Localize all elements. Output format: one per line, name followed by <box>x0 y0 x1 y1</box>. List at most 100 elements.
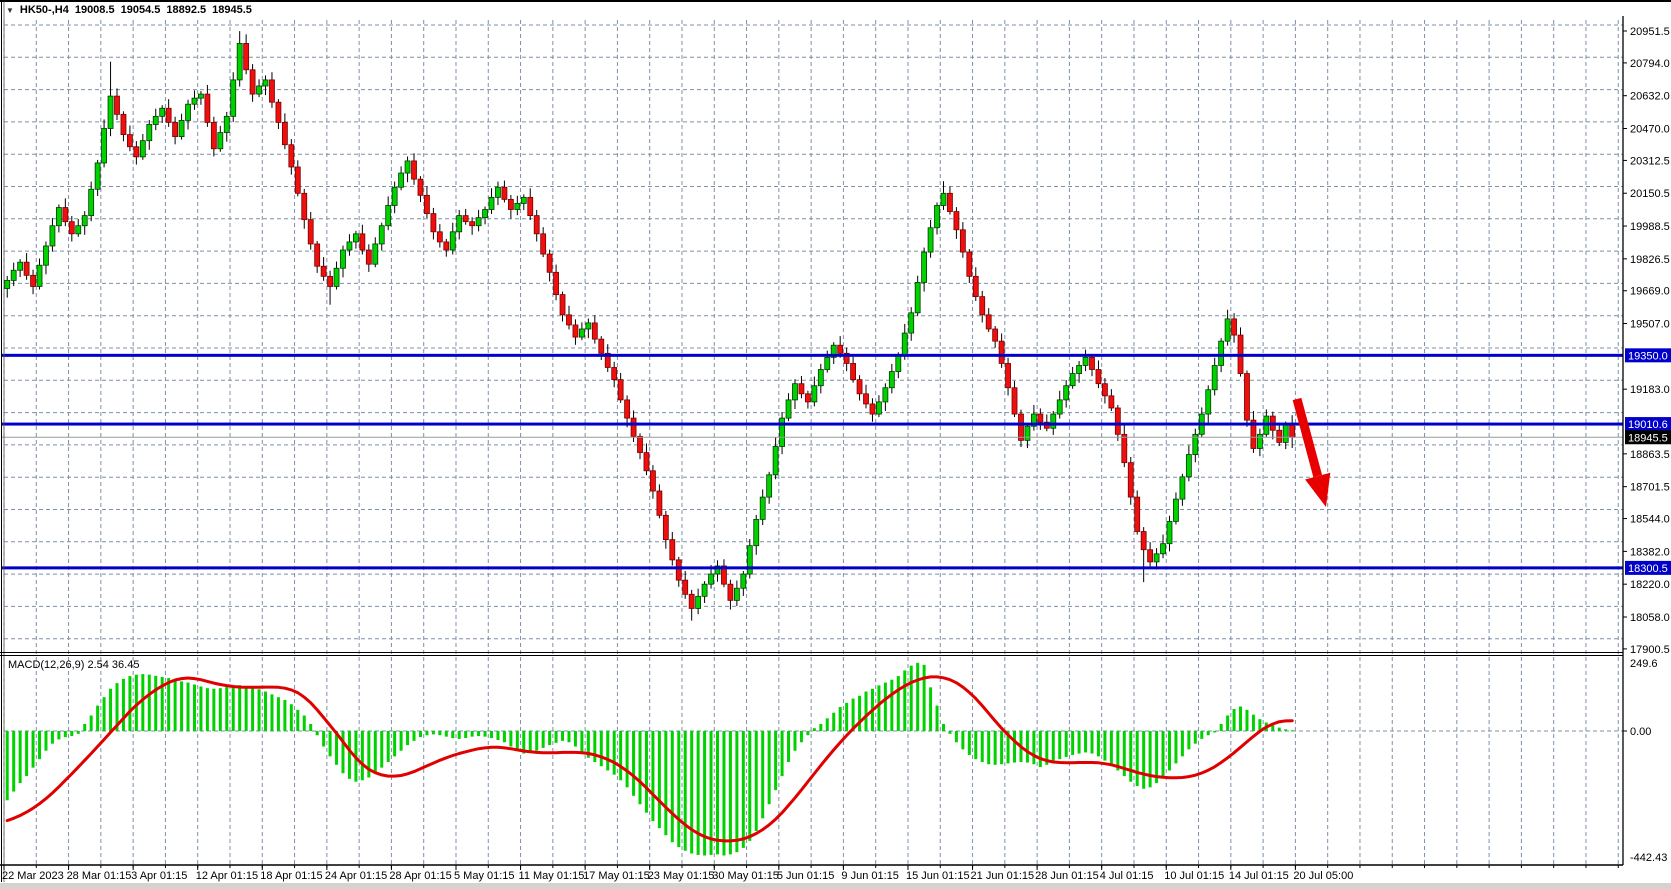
bearish-candle <box>424 194 430 214</box>
macd-histogram-bar <box>522 731 526 754</box>
macd-histogram-bar <box>980 731 984 762</box>
bearish-candle <box>443 241 450 251</box>
x-axis-date-label: 30 May 01:15 <box>712 870 779 882</box>
bearish-candle <box>682 579 689 595</box>
bullish-candle <box>1153 553 1160 563</box>
y-axis-label: 18220.0 <box>1630 579 1670 591</box>
y-axis-label: 18701.5 <box>1630 482 1670 494</box>
macd-histogram-bar <box>44 731 48 751</box>
macd-histogram-bar <box>1213 731 1217 733</box>
macd-histogram-bar <box>754 731 758 831</box>
x-axis-date-label: 14 Jul 01:15 <box>1229 870 1289 882</box>
macd-histogram-bar <box>154 675 158 731</box>
bullish-candle <box>1056 399 1063 415</box>
bullish-candle <box>1030 413 1037 427</box>
macd-histogram-bar <box>1116 731 1120 771</box>
bearish-candle <box>327 275 333 287</box>
bearish-candle <box>869 403 876 415</box>
macd-histogram-bar <box>1277 727 1281 731</box>
macd-histogram-bar <box>935 705 939 731</box>
macd-histogram-bar <box>677 731 681 848</box>
bearish-candle <box>1127 462 1134 498</box>
bearish-candle <box>972 275 979 298</box>
bearish-candle <box>856 379 863 395</box>
price-line-tag <box>1625 417 1671 432</box>
macd-histogram-bar <box>470 731 474 737</box>
trend-arrow-shaft[interactable] <box>1292 397 1323 478</box>
bearish-candle <box>804 393 811 403</box>
bullish-candle <box>1179 476 1186 500</box>
bullish-candle <box>514 203 521 210</box>
bullish-candle <box>404 160 411 174</box>
macd-histogram-bar <box>748 731 752 841</box>
macd-histogram-bar <box>477 731 481 737</box>
y-axis-label: 18058.0 <box>1630 612 1670 624</box>
macd-histogram-bar <box>593 731 597 762</box>
y-axis-label: 20150.5 <box>1630 188 1670 200</box>
macd-histogram-bar <box>296 709 300 731</box>
macd-histogram-bar <box>1000 731 1004 765</box>
macd-histogram-bar <box>386 731 390 762</box>
macd-histogram-bar <box>1077 731 1081 754</box>
bullish-candle <box>101 128 107 164</box>
support-line-18300[interactable] <box>2 566 1623 570</box>
bearish-candle <box>281 122 288 146</box>
macd-histogram-bar <box>845 702 849 731</box>
bearish-candle <box>998 340 1005 364</box>
macd-histogram-bar <box>38 731 42 760</box>
bullish-candle <box>230 79 237 117</box>
bullish-candle <box>746 545 753 575</box>
macd-histogram-bar <box>1096 731 1100 757</box>
macd-histogram-bar <box>929 687 933 731</box>
macd-histogram-bar <box>160 676 164 731</box>
macd-histogram-bar <box>1226 715 1230 731</box>
dropdown-arrow-icon[interactable]: ▼ <box>6 5 14 15</box>
macd-histogram-bar <box>89 715 93 731</box>
macd-histogram-bar <box>1193 731 1197 744</box>
macd-histogram-bar <box>251 687 255 731</box>
macd-histogram-bar <box>360 731 364 781</box>
macd-histogram-bar <box>515 731 519 751</box>
macd-histogram-bar <box>167 678 171 731</box>
resistance-line-19350[interactable] <box>2 353 1623 357</box>
bearish-candle <box>365 249 372 265</box>
macd-histogram-bar <box>102 697 106 731</box>
bearish-candle <box>204 93 211 123</box>
macd-histogram-bar <box>664 731 668 836</box>
bearish-candle <box>1005 363 1011 389</box>
macd-histogram-bar <box>1058 731 1062 760</box>
bullish-candle <box>223 115 230 133</box>
macd-indicator-label: MACD(12,26,9) 2.54 36.45 <box>8 659 140 671</box>
x-axis-date-label: 5 Jun 01:15 <box>777 870 835 882</box>
macd-scale-label: -442.43 <box>1630 852 1667 864</box>
macd-histogram-bar <box>1245 709 1249 731</box>
bullish-candle <box>824 356 831 370</box>
macd-histogram-bar <box>412 731 416 741</box>
bearish-candle <box>1289 424 1296 438</box>
x-axis-date-label: 28 Apr 01:15 <box>389 870 451 882</box>
x-axis-date-label: 12 Apr 01:15 <box>196 870 258 882</box>
bullish-candle <box>579 328 585 338</box>
bearish-candle <box>507 198 514 210</box>
macd-histogram-bar <box>1271 725 1275 731</box>
bullish-candle <box>456 215 463 233</box>
macd-histogram-bar <box>741 731 745 848</box>
bullish-candle <box>779 417 785 447</box>
bearish-candle <box>959 229 966 253</box>
macd-histogram-bar <box>580 731 584 753</box>
bearish-candle <box>533 215 540 235</box>
macd-histogram-bar <box>141 674 145 731</box>
macd-histogram-bar <box>1155 731 1159 784</box>
trend-arrow-icon[interactable] <box>1305 472 1331 507</box>
macd-histogram-bar <box>1045 731 1049 765</box>
bullish-candle <box>94 162 101 190</box>
macd-histogram-bar <box>1167 731 1171 771</box>
macd-histogram-bar <box>1064 731 1068 757</box>
macd-histogram-bar <box>490 731 494 739</box>
bearish-candle <box>598 338 605 354</box>
macd-histogram-bar <box>1219 723 1223 731</box>
support-line-19010[interactable] <box>2 422 1623 426</box>
macd-histogram-bar <box>541 731 545 748</box>
macd-signal-line <box>5 675 1294 843</box>
